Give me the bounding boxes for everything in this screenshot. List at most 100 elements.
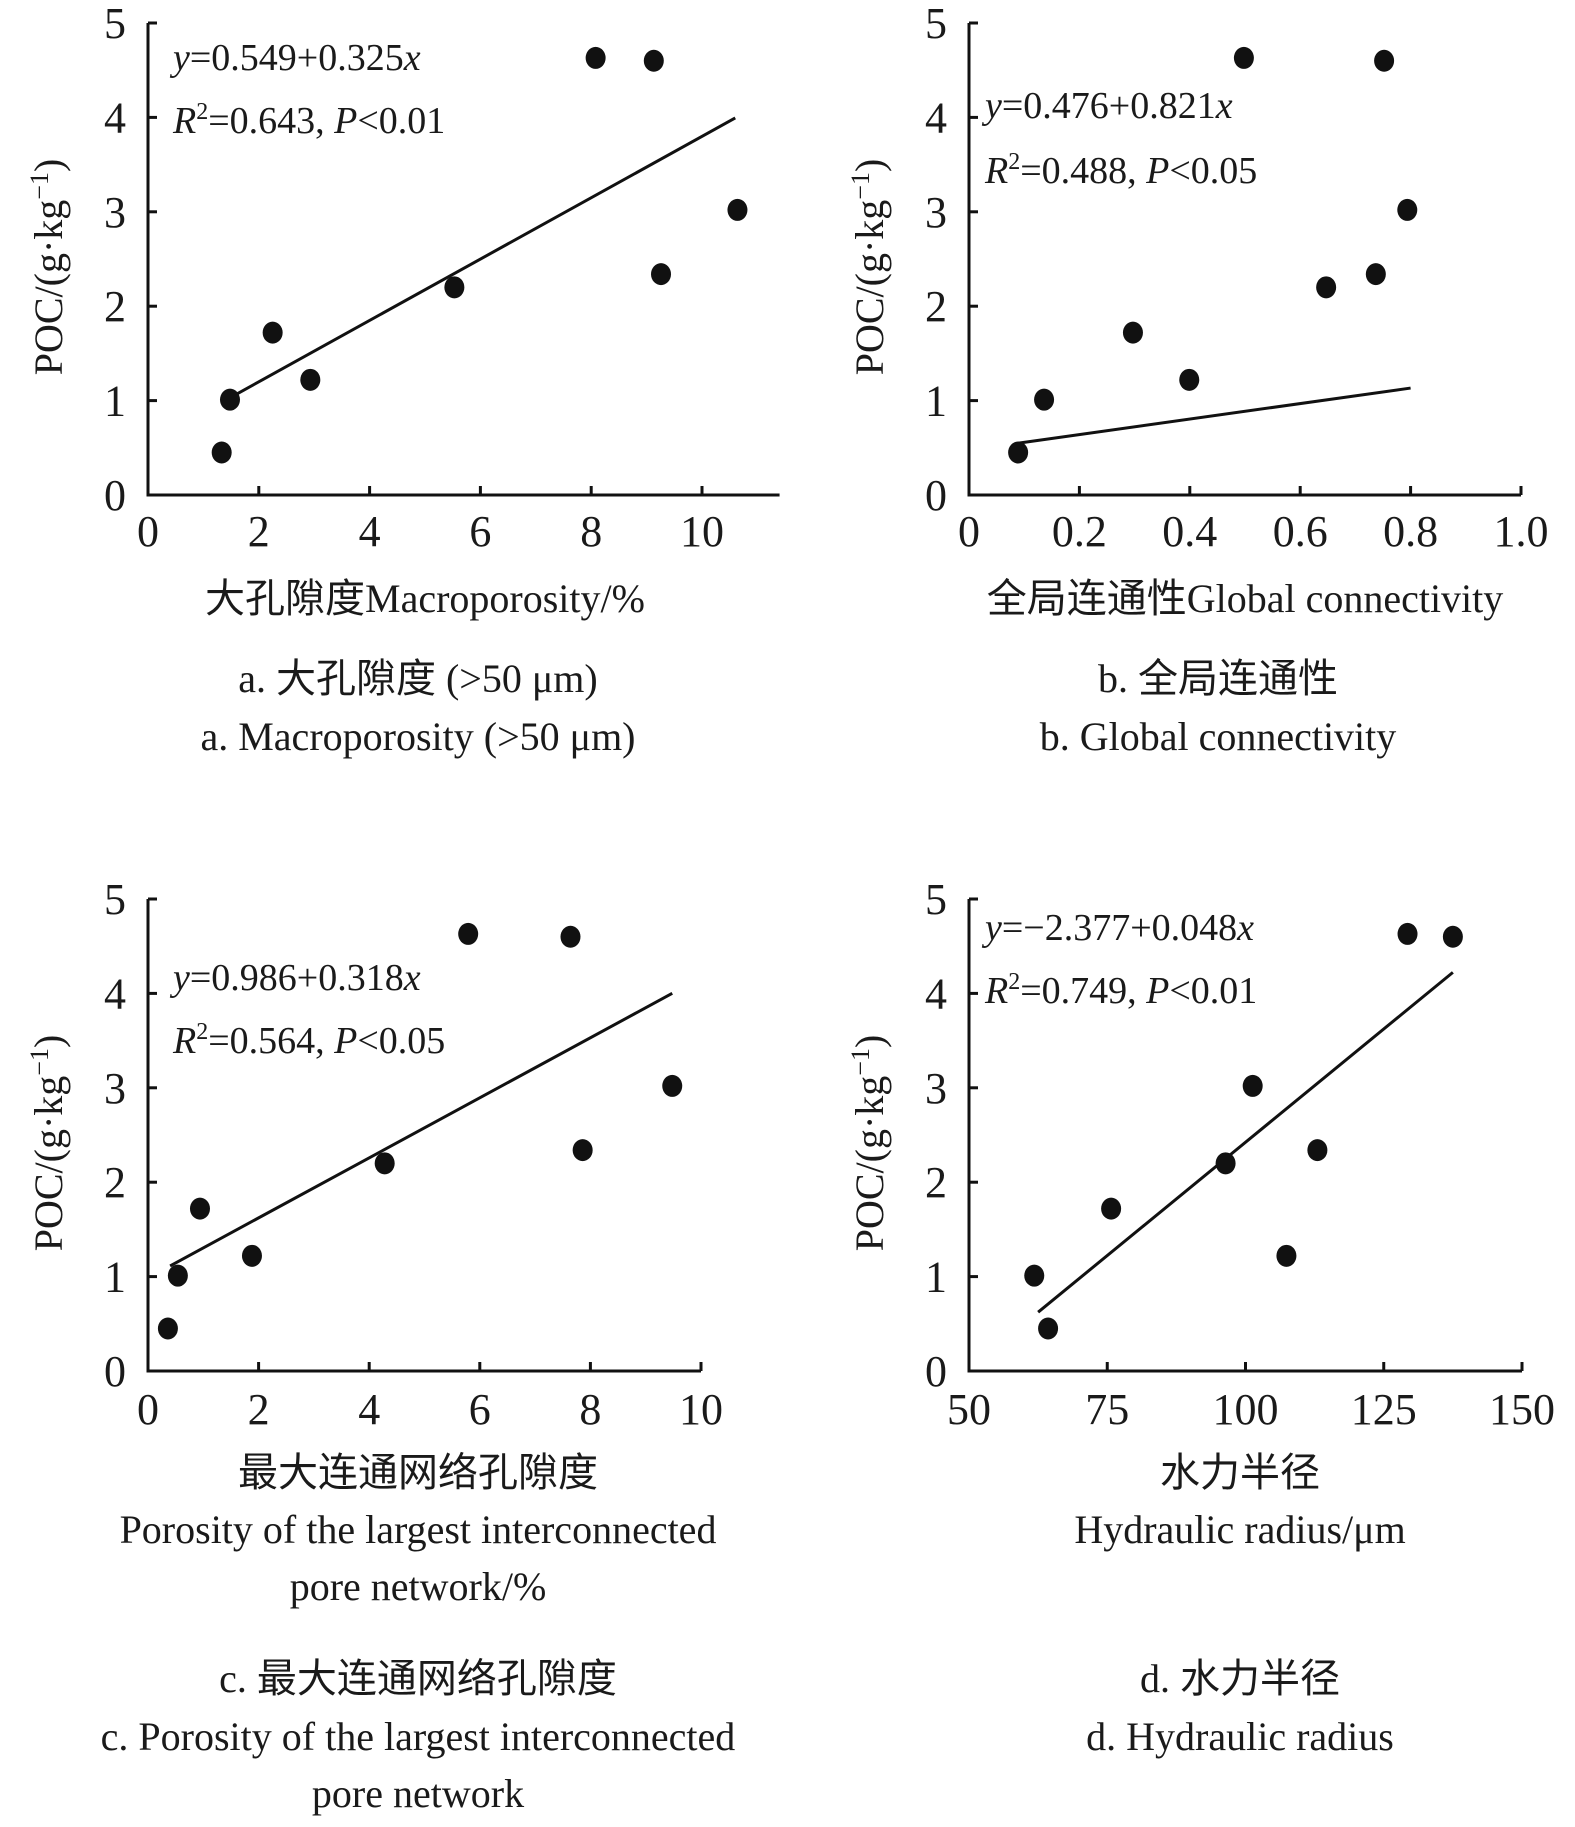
x-axis-label: Hydraulic radius/μm [1074, 1507, 1405, 1552]
panel-caption: c. 最大连通网络孔隙度 [219, 1656, 617, 1701]
data-point [1374, 49, 1395, 72]
x-axis-label: Porosity of the largest interconnected [120, 1507, 717, 1552]
y-tick-label: 5 [104, 0, 126, 48]
panel-c: 0 1 2 3 4 5 0 2 4 6 8 10 POC/(g·kg−1) y=0.986+0.318x R… [25, 875, 735, 1816]
data-point [1397, 922, 1418, 945]
y-tick-label: 5 [104, 875, 126, 924]
data-point [444, 276, 465, 299]
y-axis-label: POC/(g·kg−1) [846, 1035, 892, 1252]
data-point [1215, 1152, 1236, 1175]
data-point [1276, 1244, 1297, 1267]
data-point [572, 1139, 593, 1162]
regression-equation: y=0.476+0.821x [981, 85, 1233, 127]
data-point [189, 1197, 210, 1220]
x-tick-label: 50 [947, 1385, 991, 1434]
y-tick-label: 1 [104, 377, 126, 426]
y-tick-label: 0 [104, 471, 126, 520]
x-tick-label: 0.6 [1273, 507, 1328, 556]
data-point [727, 198, 748, 221]
data-point [458, 922, 479, 945]
y-tick-label: 0 [925, 1347, 947, 1396]
x-tick-label: 8 [579, 1385, 601, 1434]
regression-stats: R2=0.564, P<0.05 [172, 1019, 445, 1062]
regression-stats: R2=0.488, P<0.05 [984, 149, 1257, 192]
x-tick-label: 125 [1351, 1385, 1417, 1434]
y-axis-label: POC/(g·kg−1) [25, 159, 71, 376]
data-point [585, 46, 606, 69]
x-tick-label: 0 [137, 1385, 159, 1434]
panel-caption: b. Global connectivity [1040, 714, 1397, 759]
panel-caption: a. Macroporosity (>50 μm) [200, 714, 635, 759]
x-tick-label: 75 [1085, 1385, 1129, 1434]
y-tick-label: 2 [104, 1158, 126, 1207]
y-tick-label: 4 [925, 969, 947, 1018]
panel-a: 0 1 2 3 4 5 0 2 4 6 8 10 POC/(g·kg−1) y=0.549+0.325x R… [25, 0, 780, 759]
y-tick-label: 2 [925, 1158, 947, 1207]
x-tick-label: 10 [680, 507, 724, 556]
regression-equation: y=0.986+0.318x [169, 957, 421, 999]
panel-caption: c. Porosity of the largest interconnecte… [101, 1714, 736, 1759]
data-point [651, 263, 672, 286]
y-tick-label: 4 [104, 969, 126, 1018]
data-point [1233, 46, 1254, 69]
regression-line [169, 992, 673, 1268]
regression-line [1037, 971, 1454, 1314]
x-tick-label: 0.2 [1052, 507, 1107, 556]
x-tick-label: 6 [469, 507, 491, 556]
y-tick-label: 1 [925, 1253, 947, 1302]
data-point [1179, 368, 1200, 391]
panel-caption: a. 大孔隙度 (>50 μm) [238, 656, 598, 701]
y-tick-label: 3 [104, 1064, 126, 1113]
x-tick-label: 100 [1213, 1385, 1279, 1434]
data-point [1122, 321, 1143, 344]
data-point [219, 388, 240, 411]
data-point [1307, 1139, 1328, 1162]
x-axis-label: 大孔隙度Macroporosity/% [205, 576, 645, 621]
data-point [262, 321, 283, 344]
panel-b: 0 1 2 3 4 5 0 0.2 0.4 0.6 0.8 1.0 POC/(g·kg−1) y=0.47… [846, 0, 1549, 759]
y-tick-label: 4 [104, 93, 126, 142]
data-point [1397, 198, 1418, 221]
x-tick-label: 6 [469, 1385, 491, 1434]
regression-equation: y=0.549+0.325x [169, 37, 421, 79]
data-point [1242, 1074, 1263, 1097]
x-tick-label: 0 [958, 507, 980, 556]
x-tick-label: 0.4 [1162, 507, 1217, 556]
x-tick-label: 2 [248, 1385, 270, 1434]
regression-equation: y=−2.377+0.048x [981, 907, 1254, 949]
regression-line [1018, 386, 1411, 445]
regression-stats: R2=0.643, P<0.01 [172, 99, 445, 142]
data-point [662, 1074, 683, 1097]
y-tick-label: 3 [925, 188, 947, 237]
x-axis-label: 最大连通网络孔隙度 [238, 1450, 598, 1495]
panel-caption: pore network [312, 1771, 524, 1816]
y-tick-label: 4 [925, 93, 947, 142]
y-tick-label: 5 [925, 875, 947, 924]
panel-caption: d. Hydraulic radius [1086, 1714, 1394, 1759]
data-point [167, 1264, 188, 1287]
data-point [1024, 1264, 1045, 1287]
y-tick-label: 5 [925, 0, 947, 48]
y-tick-label: 0 [925, 471, 947, 520]
x-tick-label: 2 [248, 507, 270, 556]
regression-line [230, 116, 736, 399]
panel-caption: d. 水力半径 [1140, 1656, 1340, 1701]
x-tick-label: 1.0 [1494, 507, 1549, 556]
x-tick-label: 4 [359, 507, 381, 556]
panel-caption: b. 全局连通性 [1098, 656, 1338, 701]
x-tick-label: 10 [679, 1385, 723, 1434]
data-point [374, 1152, 395, 1175]
x-axis-label: 全局连通性Global connectivity [987, 576, 1504, 621]
y-axis-label: POC/(g·kg−1) [25, 1035, 71, 1252]
data-point [241, 1244, 262, 1267]
data-point [1316, 276, 1337, 299]
y-tick-label: 2 [104, 282, 126, 331]
y-tick-label: 0 [104, 1347, 126, 1396]
data-point [1034, 388, 1055, 411]
y-axis-label: POC/(g·kg−1) [846, 159, 892, 376]
x-axis-label: pore network/% [290, 1564, 547, 1609]
data-point [1101, 1197, 1122, 1220]
x-tick-label: 8 [580, 507, 602, 556]
y-tick-label: 3 [925, 1064, 947, 1113]
